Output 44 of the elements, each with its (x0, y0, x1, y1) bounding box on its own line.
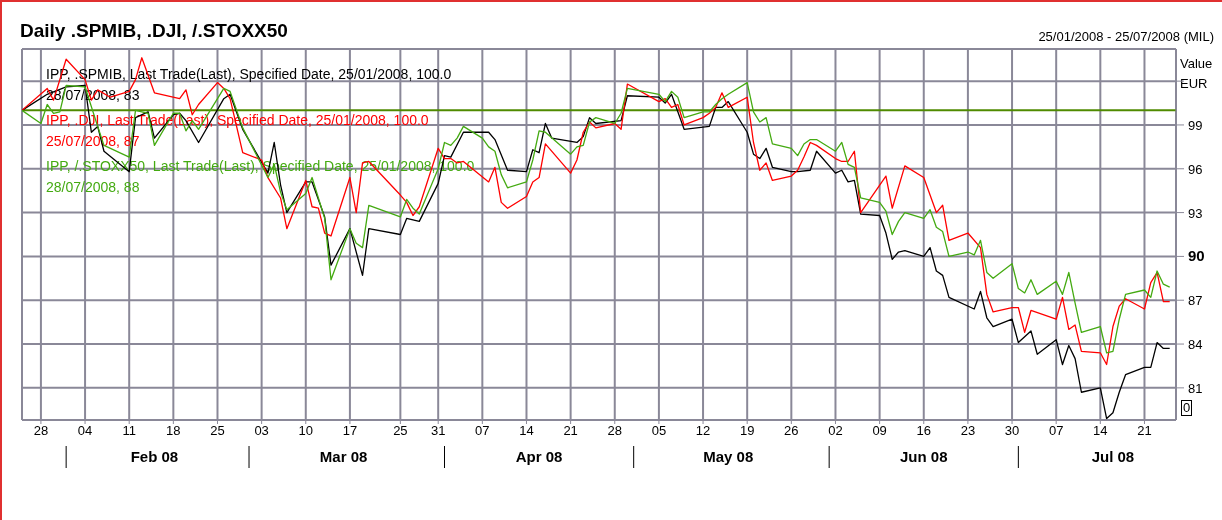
y-tick-label: 93 (1188, 205, 1203, 221)
x-tick-label: 14 (519, 423, 534, 439)
x-tick-label: 26 (784, 423, 799, 439)
y-tick-label: 87 (1188, 293, 1203, 309)
text: 0 (1181, 400, 1193, 416)
x-tick-label: 02 (828, 423, 843, 439)
x-tick-label: 28 (607, 423, 622, 439)
x2-tick-label: Apr 08 (515, 448, 563, 465)
x-tick-label: 18 (166, 423, 181, 439)
x-tick-label: 04 (77, 423, 93, 439)
x-tick-label: 10 (298, 423, 313, 439)
x-tick-label: 09 (872, 423, 887, 439)
x-tick-label: 21 (563, 423, 578, 439)
x-tick-label: 11 (122, 423, 136, 439)
x-tick-label: 07 (475, 423, 490, 439)
x-tick-label: 30 (1004, 423, 1020, 439)
x-tick-label: 28 (33, 423, 49, 439)
x2-tick-label: Jun 08 (899, 448, 948, 465)
x-tick-label: 25 (210, 423, 225, 439)
x-tick-label: 16 (916, 423, 931, 439)
x-tick-label: 31 (430, 423, 446, 439)
x-tick-label: 19 (739, 423, 755, 439)
chart-subtitle: 25/01/2008 - 25/07/2008 (MIL) (1038, 29, 1214, 44)
x2-tick-label: Mar 08 (319, 448, 368, 465)
x-tick-label: 14 (1093, 423, 1108, 439)
x-tick-label: 17 (342, 423, 358, 439)
x-tick-label: 12 (695, 423, 711, 439)
x2-tick-label: Jul 08 (1091, 448, 1135, 465)
x-tick-label: 03 (254, 423, 269, 439)
x-tick-label: 07 (1048, 423, 1064, 439)
y-tick-label: 84 (1188, 337, 1203, 353)
x-tick-label: 23 (960, 423, 976, 439)
x2-tick-label: Feb 08 (130, 448, 179, 465)
x2-tick-label: May 08 (703, 448, 754, 465)
y-tick-label: 99 (1188, 117, 1203, 133)
line-series (22, 84, 1171, 420)
x-tick-label: 25 (393, 423, 408, 439)
y-axis-title: Value EUR (1180, 55, 1213, 93)
x-tick-label: 05 (651, 423, 667, 439)
y-tick-label: 90 (1188, 247, 1205, 265)
chart-title: Daily .SPMIB, .DJI, /.STOXX50 (20, 20, 288, 42)
y-tick-label: 96 (1188, 161, 1203, 177)
y-tick-label: 81 (1188, 380, 1203, 396)
x-tick-label: 21 (1137, 423, 1152, 439)
